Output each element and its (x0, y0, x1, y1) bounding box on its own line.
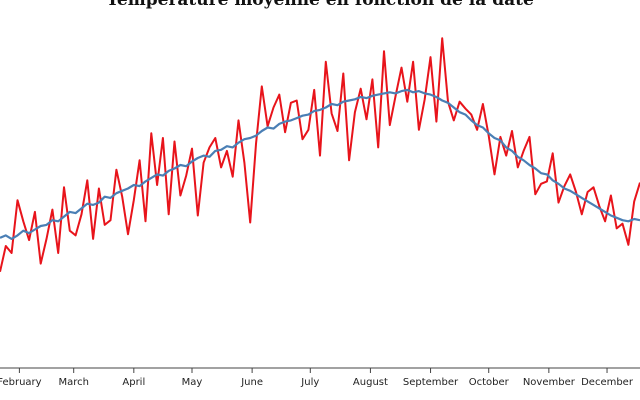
x-tick-label: December (581, 377, 634, 388)
x-tick-label: November (523, 377, 576, 388)
x-tick-label: September (403, 377, 459, 388)
x-tick-label: July (300, 377, 319, 388)
x-axis: February March April May June July August Septe… (0, 368, 634, 388)
series-layer (0, 37, 640, 273)
x-tick-label: October (469, 377, 510, 388)
x-tick-label: May (182, 377, 203, 388)
x-tick-label: August (353, 377, 388, 388)
series-line-daily (0, 37, 640, 273)
x-tick-label: February (0, 377, 42, 388)
chart-title: Température moyenne en fonction de la da… (106, 0, 534, 10)
x-tick-label: June (240, 377, 263, 388)
series-line-smoothed (0, 88, 640, 240)
x-tick-label: April (122, 377, 145, 388)
x-tick-label: March (58, 377, 88, 388)
